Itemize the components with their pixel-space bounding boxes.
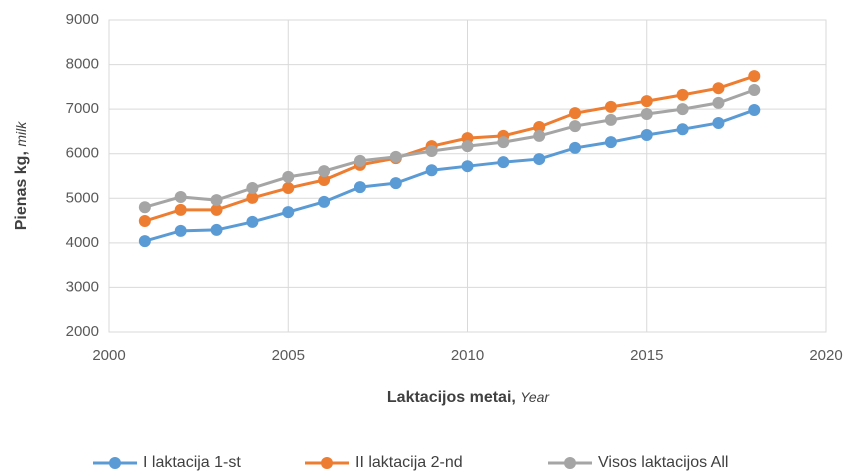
data-point [318,165,331,178]
data-point [138,215,151,228]
data-point [676,123,689,136]
x-tick-label: 2000 [92,347,125,364]
x-tick-label: 2015 [630,347,663,364]
data-point [640,108,653,121]
data-point [748,104,761,117]
y-tick-label: 9000 [66,11,99,28]
legend-text: I laktacija 1-st [143,454,241,471]
data-point [497,136,510,149]
series-line [144,74,755,223]
data-point [533,129,546,142]
data-point [640,95,653,108]
y-tick-label: 5000 [66,189,99,206]
x-tick-label: 2010 [451,347,484,364]
legend-marker [564,457,576,469]
y-tick-label: 6000 [66,145,99,162]
series-line [144,108,755,243]
data-point [246,191,259,204]
data-point [533,120,546,133]
data-point [604,136,617,149]
y-axis-title: Pienas kg, milk [13,121,31,230]
data-point [210,194,223,207]
data-point [676,103,689,116]
x-label-en: Year [520,389,550,405]
data-point [748,70,761,83]
y-tick-label: 8000 [66,56,99,73]
data-point [712,116,725,129]
data-point [425,145,438,158]
data-point [138,235,151,248]
data-point [604,100,617,113]
data-point [138,201,151,214]
data-point [389,150,402,163]
x-axis-title: Laktacijos metai, Year [387,389,551,407]
data-point [174,203,187,216]
y-tick-label: 7000 [66,100,99,117]
data-point [640,128,653,141]
data-point [210,223,223,236]
x-tick-label: 2005 [272,347,305,364]
data-point [604,113,617,126]
data-point [282,182,295,195]
data-point [353,154,366,167]
data-point [246,215,259,228]
data-point [174,190,187,203]
legend-marker [109,457,121,469]
data-point [569,107,582,120]
data-point [748,83,761,96]
y-label: Pienas kg, [13,151,30,230]
data-point [318,195,331,208]
series-line [144,88,755,209]
legend-text: II laktacija 2-nd [355,454,463,471]
data-point [497,156,510,169]
y-label-en: milk [13,121,29,147]
data-point [282,170,295,183]
y-tick-label: 3000 [66,278,99,295]
data-point [676,88,689,101]
data-point [282,206,295,219]
data-point [461,140,474,153]
data-point [569,120,582,133]
data-point [461,160,474,173]
y-tick-label: 2000 [66,323,99,340]
data-point [425,164,438,177]
data-point [318,174,331,187]
x-tick-label: 2020 [809,347,842,364]
data-point [353,181,366,194]
data-point [389,177,402,190]
data-point [712,96,725,109]
x-label: Laktacijos metai, [387,389,516,406]
data-point [569,141,582,154]
data-point [174,224,187,237]
plot-border [108,19,827,333]
data-point [246,182,259,195]
legend-text: Visos laktacijos All [598,454,728,471]
y-tick-label: 4000 [66,234,99,251]
data-point [712,82,725,95]
data-point [210,203,223,216]
data-point [533,153,546,166]
legend-marker [321,457,333,469]
